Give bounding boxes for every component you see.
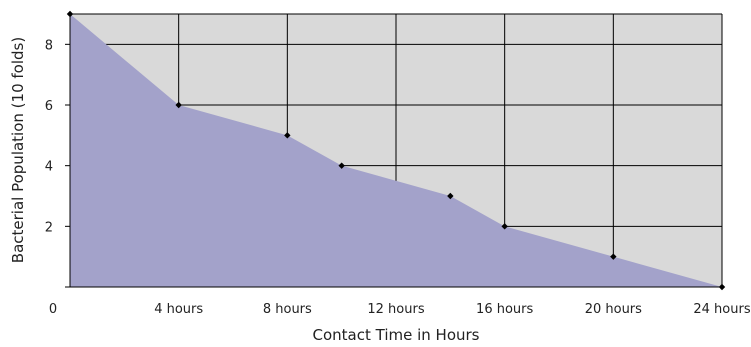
data-point-marker: [175, 101, 182, 109]
data-point-marker: [338, 162, 345, 169]
data-point-marker: [447, 192, 454, 200]
data-point-marker: [501, 223, 508, 230]
data-point-marker: [66, 10, 74, 18]
y-tick-label: 4: [45, 160, 53, 175]
x-tick-label: 20 hours: [585, 302, 642, 317]
data-point-marker: [718, 283, 726, 291]
x-tick-label: 16 hours: [476, 302, 533, 317]
x-tick-label: 0: [49, 302, 57, 317]
x-tick-labels: 0 4 hours 8 hours 12 hours 16 hours 20 hours 2…: [49, 302, 751, 317]
y-tick-label: 8: [45, 38, 53, 53]
y-tick-labels: 2 4 6 8: [45, 38, 53, 235]
data-point-marker: [610, 253, 617, 260]
axes: [65, 14, 722, 288]
x-tick-label: 12 hours: [367, 302, 424, 317]
x-axis-title: Contact Time in Hours: [313, 326, 480, 344]
x-tick-label: 4 hours: [154, 302, 203, 317]
y-tick-label: 6: [45, 99, 53, 114]
data-point-marker: [284, 132, 291, 139]
y-axis-title: Bacterial Population (10 folds): [9, 37, 27, 263]
y-tick-label: 2: [45, 220, 53, 235]
area-layer: [70, 14, 722, 287]
x-tick-label: 8 hours: [263, 302, 312, 317]
area-series-fill: [70, 14, 722, 287]
x-tick-label: 24 hours: [693, 302, 750, 317]
data-markers: [66, 10, 726, 291]
